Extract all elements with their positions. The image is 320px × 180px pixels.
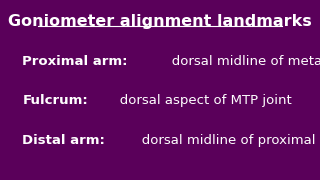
Text: dorsal aspect of MTP joint: dorsal aspect of MTP joint <box>107 94 292 107</box>
Text: Goniometer alignment landmarks: Goniometer alignment landmarks <box>8 14 312 29</box>
Text: dorsal midline of proximal phalanx: dorsal midline of proximal phalanx <box>129 134 320 147</box>
Text: Fulcrum:: Fulcrum: <box>22 94 88 107</box>
Text: Distal arm:: Distal arm: <box>22 134 105 147</box>
Text: dorsal midline of metatarsal: dorsal midline of metatarsal <box>158 55 320 68</box>
Text: Proximal arm:: Proximal arm: <box>22 55 128 68</box>
